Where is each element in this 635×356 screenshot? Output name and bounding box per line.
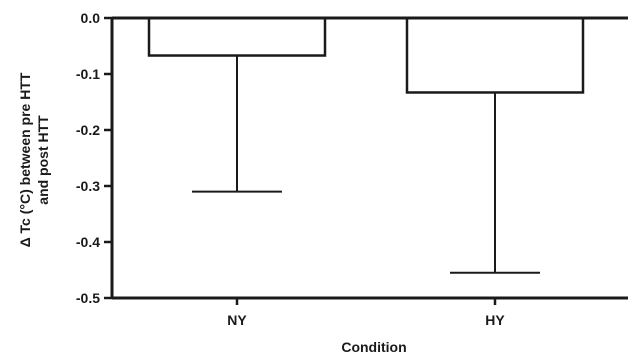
y-axis-title-line-1: Δ Tc (°C) between pre HTT — [17, 72, 33, 247]
y-tick-label: -0.2 — [76, 122, 100, 138]
x-axis-title: Condition — [341, 339, 406, 355]
axes-layer — [110, 16, 628, 300]
x-tick-label-ny: NY — [227, 312, 247, 328]
y-tick-label: 0.0 — [81, 10, 101, 26]
y-tick-label: -0.4 — [76, 234, 100, 250]
x-ticks: NY HY — [227, 298, 505, 328]
x-tick-label-hy: HY — [485, 312, 505, 328]
y-tick-label: -0.1 — [76, 66, 100, 82]
y-tick-label: -0.3 — [76, 178, 100, 194]
bar-hy — [405, 16, 585, 94]
bars-layer — [147, 16, 585, 274]
y-ticks: 0.0 -0.1 -0.2 -0.3 -0.4 -0.5 — [76, 10, 112, 306]
y-axis-title-line-2: and post HTT — [35, 115, 51, 205]
bar-ny — [147, 16, 327, 57]
y-tick-label: -0.5 — [76, 290, 100, 306]
